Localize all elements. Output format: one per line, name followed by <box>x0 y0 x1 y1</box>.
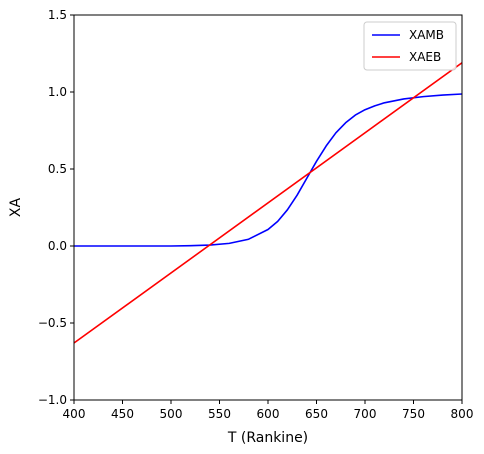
legend-label-xaeb: XAEB <box>409 50 441 64</box>
x-tick-label: 750 <box>402 407 425 421</box>
y-tick-label: 1.0 <box>48 85 67 99</box>
y-tick-label: 0.5 <box>48 162 67 176</box>
y-tick-label: −1.0 <box>38 393 67 407</box>
legend-box <box>363 21 457 71</box>
series-line-xamb <box>74 93 462 247</box>
x-tick-label: 400 <box>63 407 86 421</box>
series-layer <box>74 61 462 344</box>
y-tick-label: −0.5 <box>38 316 67 330</box>
y-axis-label: XA <box>8 197 24 217</box>
ticks-layer: 400 450 500 550 600 650 700 750 800 −1.0 −0.5 0.0 0.… <box>38 8 474 421</box>
y-tick-label: 0.0 <box>48 239 67 253</box>
x-tick-label: 700 <box>354 407 377 421</box>
x-tick-label: 550 <box>208 407 231 421</box>
legend: XAMB XAEB <box>363 21 457 71</box>
x-tick-label: 500 <box>160 407 183 421</box>
x-axis-label: T (Rankine) <box>227 430 308 446</box>
y-tick-label: 1.5 <box>48 8 67 22</box>
series-line-xaeb <box>74 61 462 344</box>
x-tick-label: 800 <box>451 407 474 421</box>
plot-frame <box>73 14 463 401</box>
x-tick-label: 650 <box>305 407 328 421</box>
legend-label-xamb: XAMB <box>409 28 444 42</box>
x-tick-label: 450 <box>111 407 134 421</box>
x-tick-label: 600 <box>257 407 280 421</box>
